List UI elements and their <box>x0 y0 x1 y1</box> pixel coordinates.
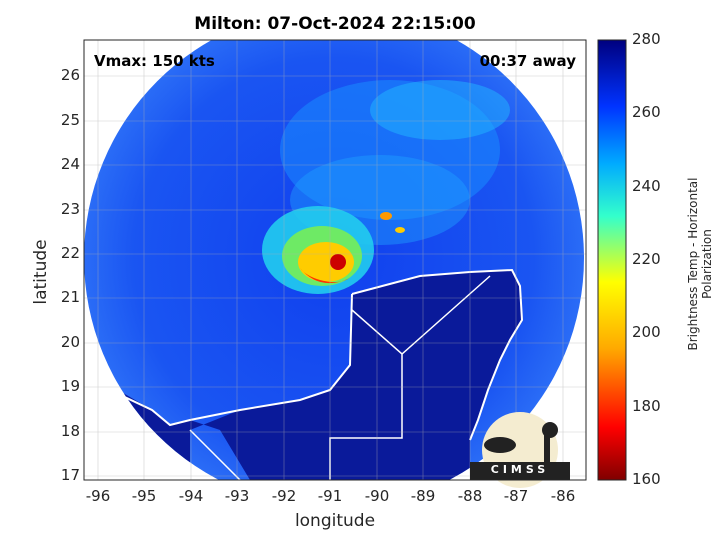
coastline-gulf <box>84 293 353 427</box>
y-tick-label: 24 <box>60 155 80 173</box>
colorbar-tick-label: 280 <box>632 30 661 48</box>
x-tick-label: -92 <box>271 487 297 505</box>
colorbar-tick-label: 260 <box>632 103 661 121</box>
chart-title: Milton: 07-Oct-2024 22:15:00 <box>194 14 476 34</box>
x-tick-label: -88 <box>457 487 483 505</box>
colorbar-tick-label: 200 <box>632 323 661 341</box>
y-tick-label: 19 <box>60 377 80 395</box>
x-tick-label: -87 <box>503 487 529 505</box>
cimss-logo <box>470 412 570 488</box>
colorbar-tick-label: 160 <box>632 470 661 488</box>
convective-cell-2 <box>395 227 405 233</box>
colorbar-label: Brightness Temp - Horizontal Polarizatio… <box>686 177 714 351</box>
y-tick-label: 21 <box>60 288 80 306</box>
x-tick-label: -95 <box>131 487 157 505</box>
x-tick-label: -86 <box>550 487 576 505</box>
x-tick-label: -89 <box>410 487 436 505</box>
eye-core <box>330 254 346 270</box>
time-away-annotation: 00:37 away <box>479 52 576 70</box>
logo-text: CIMSS <box>490 463 550 476</box>
y-axis-label: latitude <box>31 239 51 305</box>
coastline-yucatan <box>351 268 524 441</box>
x-tick-label: -94 <box>178 487 204 505</box>
x-tick-label: -96 <box>85 487 111 505</box>
x-tick-label: -90 <box>364 487 390 505</box>
y-tick-label: 17 <box>60 466 80 484</box>
y-tick-label: 26 <box>60 66 80 84</box>
coastline-west <box>84 419 181 471</box>
colorbar <box>597 39 627 481</box>
axes-border <box>83 39 587 481</box>
colorbar-tick-label: 220 <box>632 250 661 268</box>
landmass <box>84 270 522 480</box>
eyewall-inner <box>298 242 354 282</box>
y-tick-label: 22 <box>60 244 80 262</box>
colorbar-tick-label: 180 <box>632 397 661 415</box>
outer-band-2 <box>370 80 510 140</box>
y-tick-label: 23 <box>60 200 80 218</box>
vmax-annotation: Vmax: 150 kts <box>94 52 215 70</box>
x-axis-label: longitude <box>294 511 376 531</box>
y-tick-label: 25 <box>60 111 80 129</box>
y-tick-label: 18 <box>60 422 80 440</box>
y-tick-label: 20 <box>60 333 80 351</box>
convective-cell <box>380 212 392 220</box>
x-tick-label: -93 <box>224 487 250 505</box>
colorbar-tick-label: 240 <box>632 177 661 195</box>
x-tick-label: -91 <box>317 487 343 505</box>
